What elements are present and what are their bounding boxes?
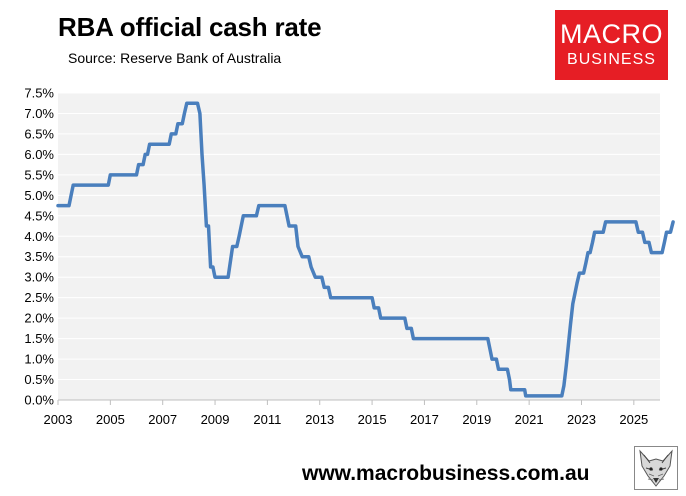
y-tick-label: 6.0%	[24, 147, 54, 162]
plot-area	[58, 93, 660, 400]
y-tick-label: 6.5%	[24, 126, 54, 141]
x-tick-label: 2011	[253, 412, 281, 427]
y-tick-label: 7.0%	[24, 106, 54, 121]
logo-line-2: BUSINESS	[567, 51, 656, 68]
x-tick-label: 2021	[515, 412, 544, 427]
y-tick-label: 5.5%	[24, 167, 54, 182]
chart-title: RBA official cash rate	[58, 12, 322, 42]
cash-rate-line	[56, 101, 675, 398]
x-tick-label: 2005	[96, 412, 125, 427]
y-tick-label: 0.0%	[24, 393, 54, 408]
y-tick-label: 3.0%	[24, 270, 54, 285]
y-tick-label: 2.5%	[24, 290, 54, 305]
x-tick-label: 2019	[462, 412, 491, 427]
y-tick-label: 7.5%	[24, 86, 54, 101]
y-tick-label: 4.5%	[24, 208, 54, 223]
x-tick-label: 2003	[44, 412, 73, 427]
x-tick-label: 2025	[619, 412, 648, 427]
x-tick-label: 2017	[410, 412, 439, 427]
macrobusiness-logo: MACRO BUSINESS	[555, 10, 668, 80]
x-tick-label: 2023	[567, 412, 596, 427]
y-tick-label: 3.5%	[24, 249, 54, 264]
y-tick-label: 1.0%	[24, 352, 54, 367]
fox-logo-icon	[634, 446, 678, 490]
y-tick-label: 4.0%	[24, 229, 54, 244]
x-tick-label: 2007	[148, 412, 177, 427]
y-tick-label: 0.5%	[24, 372, 54, 387]
y-tick-label: 5.0%	[24, 188, 54, 203]
y-tick-label: 2.0%	[24, 311, 54, 326]
x-tick-label: 2015	[358, 412, 387, 427]
logo-line-1: MACRO	[560, 19, 663, 49]
website-url: www.macrobusiness.com.au	[302, 462, 590, 485]
x-tick-label: 2009	[201, 412, 230, 427]
y-tick-label: 1.5%	[24, 331, 54, 346]
chart-subtitle: Source: Reserve Bank of Australia	[68, 50, 282, 66]
x-tick-label: 2013	[305, 412, 334, 427]
